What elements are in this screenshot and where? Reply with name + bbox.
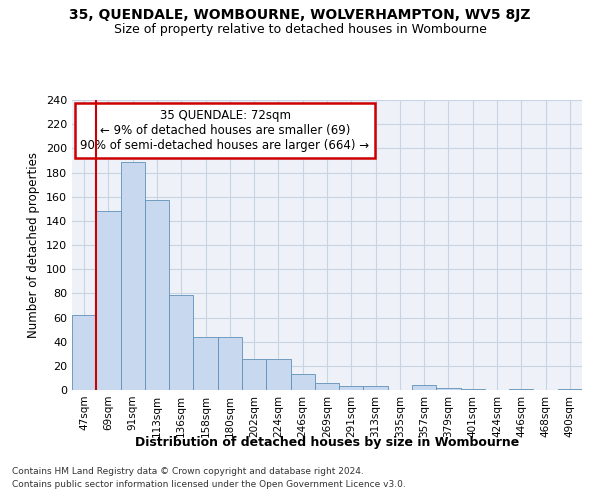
Text: 35 QUENDALE: 72sqm
← 9% of detached houses are smaller (69)
90% of semi-detached: 35 QUENDALE: 72sqm ← 9% of detached hous… xyxy=(80,108,370,152)
Text: Contains public sector information licensed under the Open Government Licence v3: Contains public sector information licen… xyxy=(12,480,406,489)
Bar xyxy=(242,358,266,390)
Bar xyxy=(412,385,436,390)
Bar xyxy=(339,386,364,390)
Text: Contains HM Land Registry data © Crown copyright and database right 2024.: Contains HM Land Registry data © Crown c… xyxy=(12,467,364,476)
Bar xyxy=(461,389,485,390)
Text: 35, QUENDALE, WOMBOURNE, WOLVERHAMPTON, WV5 8JZ: 35, QUENDALE, WOMBOURNE, WOLVERHAMPTON, … xyxy=(69,8,531,22)
Bar xyxy=(509,389,533,390)
Bar xyxy=(121,162,145,390)
Bar xyxy=(558,389,582,390)
Bar xyxy=(145,200,169,390)
Text: Size of property relative to detached houses in Wombourne: Size of property relative to detached ho… xyxy=(113,22,487,36)
Bar xyxy=(315,383,339,390)
Bar xyxy=(364,386,388,390)
Bar xyxy=(436,388,461,390)
Bar xyxy=(169,294,193,390)
Bar xyxy=(96,211,121,390)
Bar xyxy=(218,337,242,390)
Text: Distribution of detached houses by size in Wombourne: Distribution of detached houses by size … xyxy=(135,436,519,449)
Bar xyxy=(290,374,315,390)
Bar xyxy=(266,358,290,390)
Bar xyxy=(193,337,218,390)
Bar xyxy=(72,315,96,390)
Y-axis label: Number of detached properties: Number of detached properties xyxy=(28,152,40,338)
